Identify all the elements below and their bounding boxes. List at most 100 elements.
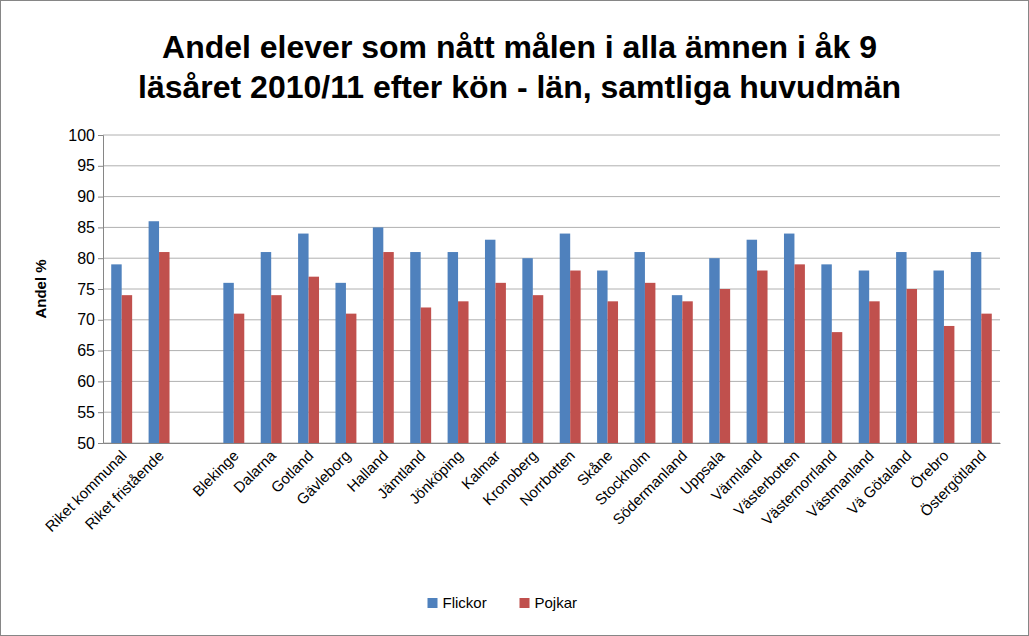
x-tick: Östergötland bbox=[916, 443, 989, 520]
grid-line bbox=[103, 165, 1000, 166]
bar-series bbox=[111, 221, 981, 443]
bar bbox=[298, 234, 308, 443]
x-tick-label: Riket fristående bbox=[81, 447, 167, 533]
y-tick-label: 85 bbox=[77, 219, 95, 236]
legend-label: Flickor bbox=[443, 594, 487, 611]
bar bbox=[720, 289, 730, 443]
y-axis-line bbox=[98, 136, 104, 444]
bar bbox=[383, 252, 393, 443]
bar bbox=[309, 277, 319, 443]
bar bbox=[821, 264, 831, 443]
y-tick: 95 bbox=[77, 157, 103, 174]
y-tick-mark bbox=[98, 443, 103, 444]
y-tick-label: 60 bbox=[77, 373, 95, 390]
y-tick: 55 bbox=[77, 404, 103, 421]
bar bbox=[458, 301, 468, 443]
y-tick-mark bbox=[98, 289, 103, 290]
y-tick-label: 100 bbox=[68, 127, 95, 144]
y-tick-mark bbox=[98, 197, 103, 198]
bar bbox=[672, 295, 682, 443]
bars bbox=[111, 221, 992, 443]
y-tick-label: 80 bbox=[77, 250, 95, 267]
y-tick-mark bbox=[98, 258, 103, 259]
x-tick: Norrbotten bbox=[516, 443, 578, 509]
bar bbox=[832, 332, 842, 443]
bar bbox=[410, 252, 420, 443]
chart-border bbox=[1, 1, 1029, 636]
bar bbox=[747, 240, 757, 443]
bar bbox=[757, 271, 767, 443]
x-tick-label: Jönköping bbox=[406, 447, 466, 507]
bar bbox=[223, 283, 233, 443]
bar bbox=[981, 314, 991, 443]
bar bbox=[271, 295, 281, 443]
bar bbox=[159, 252, 169, 443]
y-tick-mark bbox=[98, 381, 103, 382]
legend-item: Pojkar bbox=[520, 594, 578, 611]
x-tick-label: Gävleborg bbox=[293, 447, 354, 508]
x-tick-label: Vä Götaland bbox=[843, 447, 914, 518]
y-tick-mark bbox=[98, 412, 103, 413]
x-tick-label: Norrbotten bbox=[516, 447, 578, 509]
y-tick: 75 bbox=[77, 281, 103, 298]
x-tick: Vä Götaland bbox=[843, 443, 914, 518]
legend-swatch bbox=[520, 598, 530, 608]
bar bbox=[608, 301, 618, 443]
x-tick: Blekinge bbox=[189, 443, 242, 500]
bar bbox=[784, 234, 794, 443]
grid bbox=[103, 135, 1000, 443]
x-tick-label: Östergötland bbox=[916, 447, 989, 520]
bar bbox=[373, 227, 383, 443]
bar bbox=[794, 264, 804, 443]
legend-swatch bbox=[428, 598, 438, 608]
bar bbox=[634, 252, 644, 443]
bar bbox=[261, 252, 271, 443]
bar bbox=[335, 283, 345, 443]
y-tick-mark bbox=[98, 135, 103, 136]
x-axis: Riket kommunalRiket friståendeBlekingeDa… bbox=[42, 443, 1001, 535]
legend-label: Pojkar bbox=[535, 594, 578, 611]
y-tick: 85 bbox=[77, 219, 103, 236]
y-tick: 50 bbox=[77, 435, 103, 452]
y-tick: 70 bbox=[77, 311, 103, 328]
y-tick-label: 55 bbox=[77, 404, 95, 421]
bar bbox=[533, 295, 543, 443]
bar bbox=[907, 289, 917, 443]
bar bbox=[122, 295, 132, 443]
bar bbox=[111, 264, 121, 443]
bar bbox=[149, 221, 159, 443]
y-tick: 80 bbox=[77, 250, 103, 267]
y-tick-mark bbox=[98, 166, 103, 167]
bar bbox=[570, 271, 580, 443]
bar bbox=[682, 301, 692, 443]
title-line: läsåret 2010/11 efter kön - län, samtlig… bbox=[138, 69, 901, 105]
y-axis-title: Andel % bbox=[32, 259, 49, 318]
bar bbox=[709, 258, 719, 443]
x-axis-line bbox=[104, 443, 1001, 444]
y-axis: 50 55 60 65 70 75 80 85 90 95 100 bbox=[68, 127, 103, 452]
grid-line bbox=[103, 196, 1000, 197]
bar bbox=[522, 258, 532, 443]
legend-item: Flickor bbox=[428, 594, 487, 611]
bar bbox=[645, 283, 655, 443]
grid-line bbox=[103, 135, 1000, 136]
y-tick-mark bbox=[98, 227, 103, 228]
bar bbox=[971, 252, 981, 443]
bar bbox=[421, 307, 431, 443]
y-tick-label: 90 bbox=[77, 188, 95, 205]
y-tick: 60 bbox=[77, 373, 103, 390]
bar bbox=[346, 314, 356, 443]
plot-area: 50556065707580859095100Riket kommunalRik… bbox=[42, 127, 1001, 535]
x-tick: Riket fristående bbox=[81, 443, 167, 533]
grid-line bbox=[103, 258, 1000, 259]
x-tick-label: Blekinge bbox=[189, 447, 242, 500]
y-tick-label: 65 bbox=[77, 342, 95, 359]
bar bbox=[448, 252, 458, 443]
y-tick: 100 bbox=[68, 127, 103, 144]
bar bbox=[944, 326, 954, 443]
x-tick: Gävleborg bbox=[293, 443, 354, 508]
y-tick-label: 50 bbox=[77, 435, 95, 452]
bar-series bbox=[122, 252, 992, 443]
grid-line bbox=[103, 227, 1000, 228]
bar bbox=[485, 240, 495, 443]
